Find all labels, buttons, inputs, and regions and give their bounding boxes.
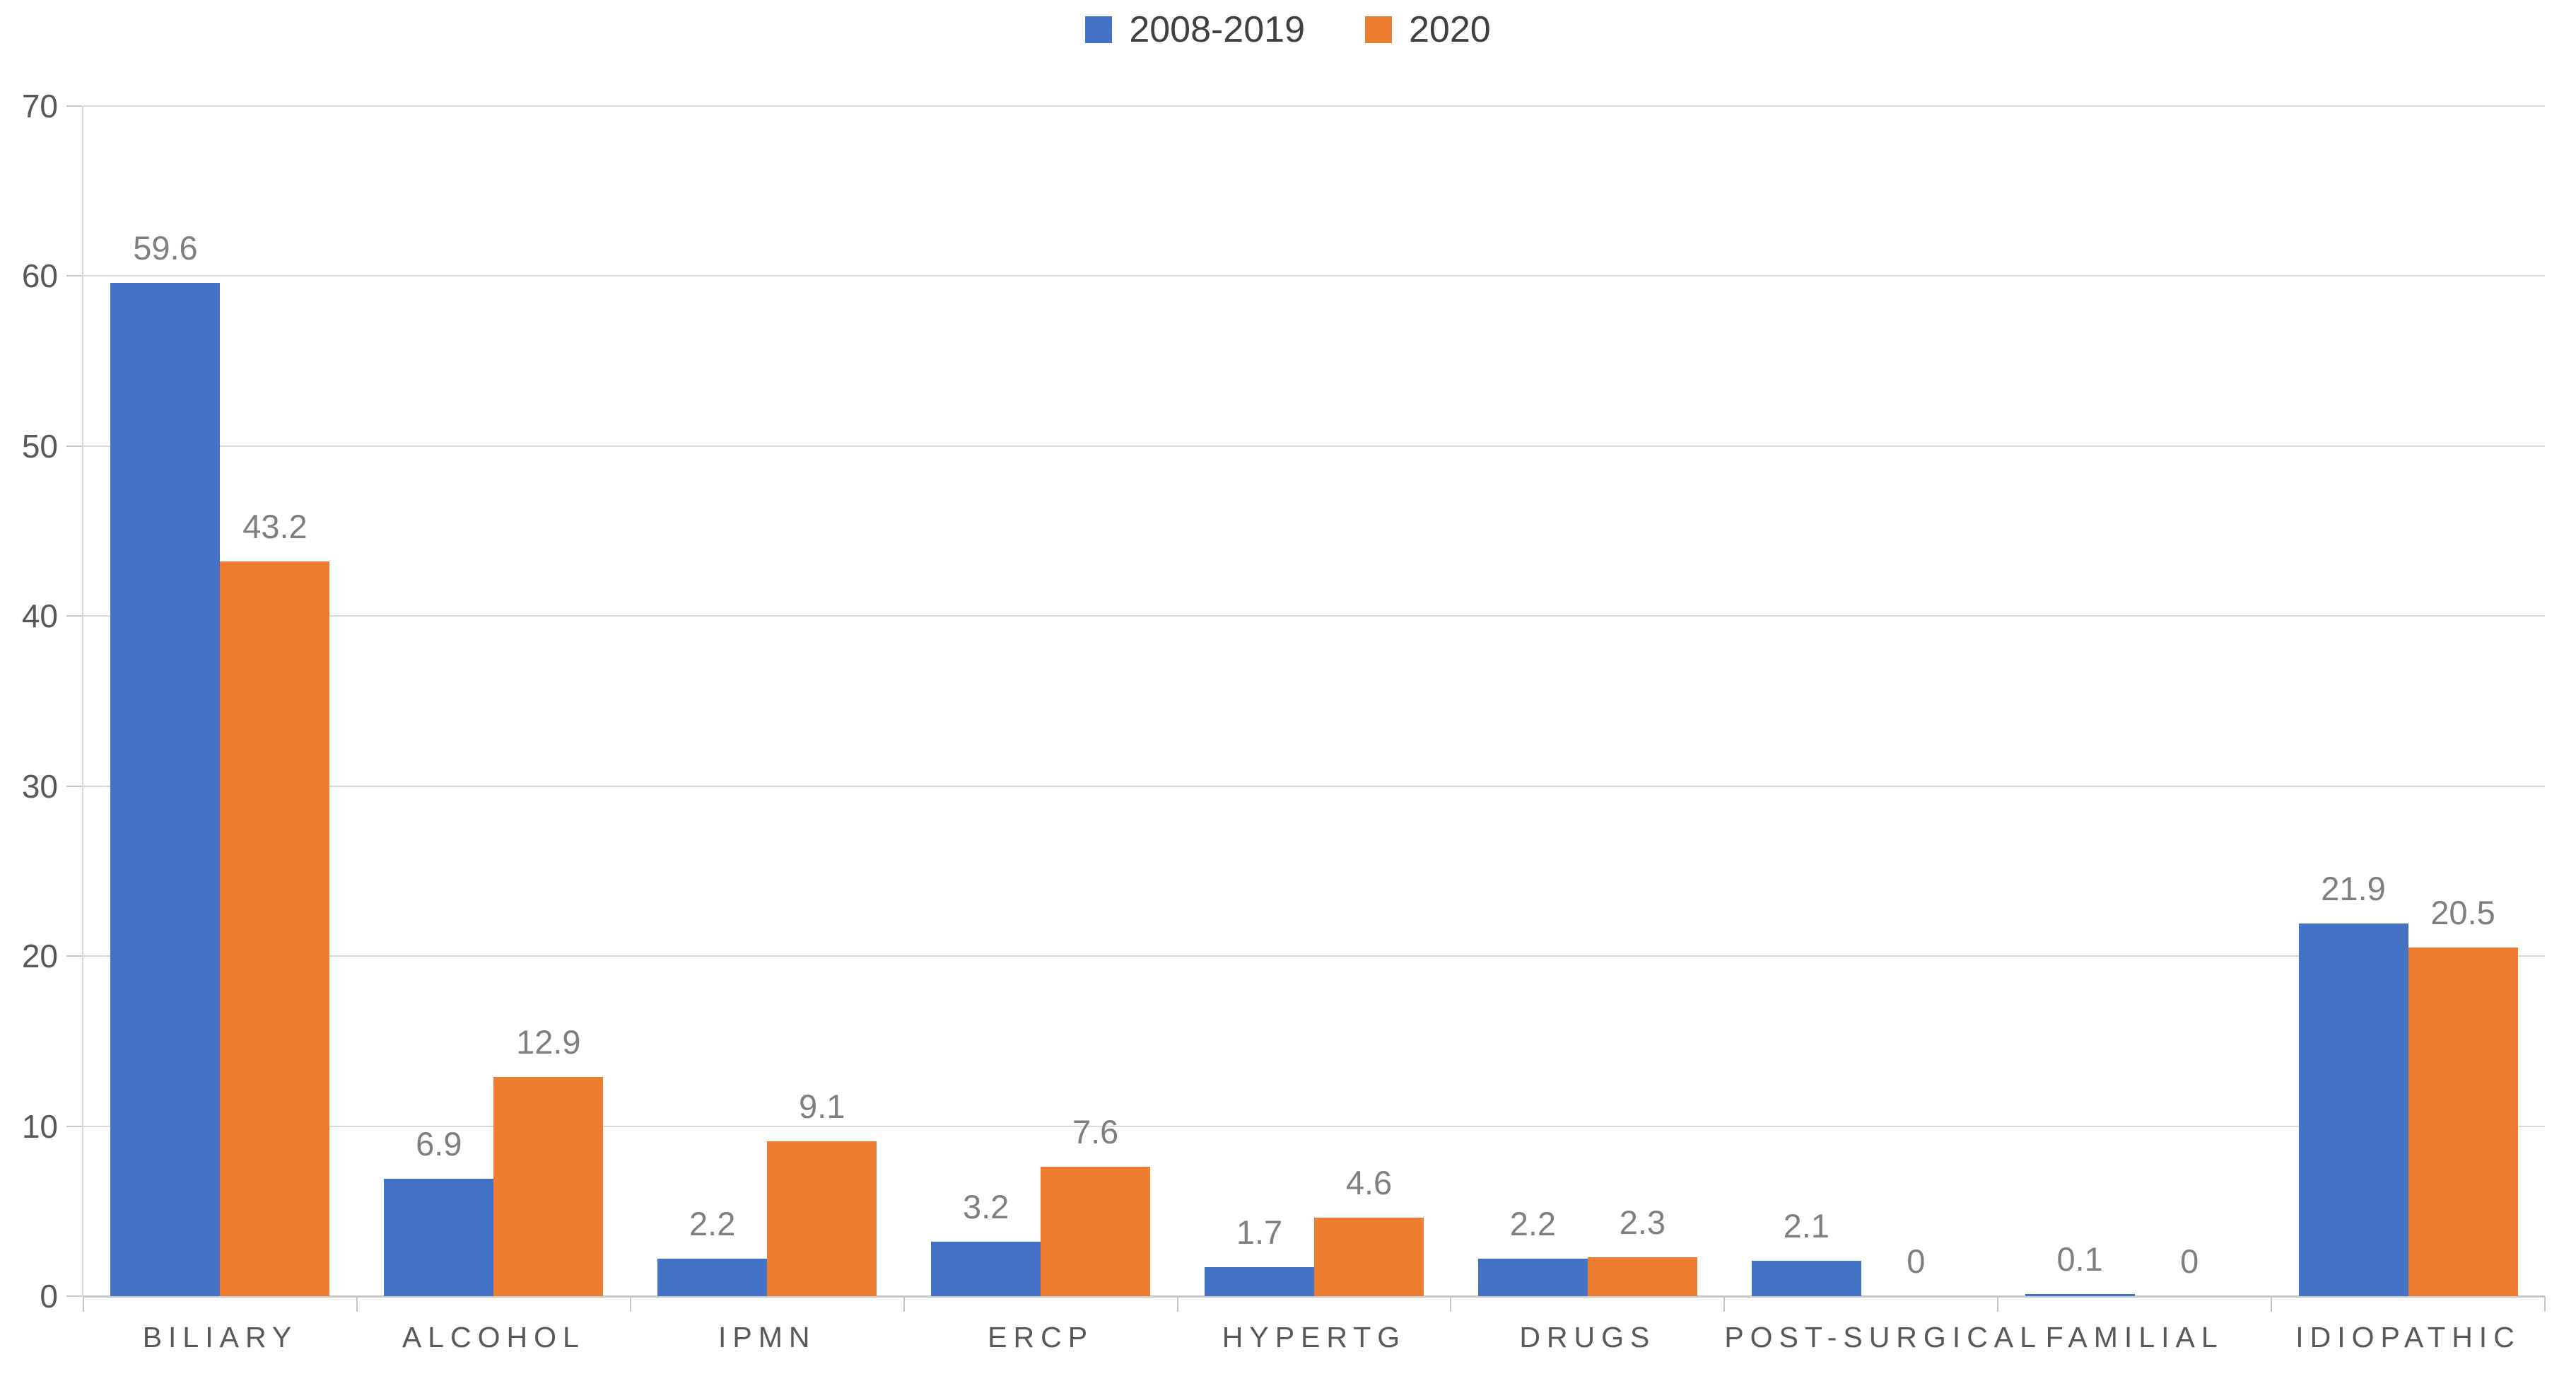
x-axis-tick [1997, 1296, 1999, 1312]
y-axis-tick [66, 1295, 82, 1297]
y-axis-tick-label: 20 [21, 938, 58, 975]
bar-idiopathic-2008-2019 [2298, 923, 2408, 1296]
chart-legend: 2008-2019 2020 [0, 8, 2576, 51]
legend-label: 2020 [1409, 9, 1491, 50]
x-axis-tick [1176, 1296, 1178, 1312]
bar-ercp-2020 [1041, 1167, 1151, 1296]
category-label-ipmn: IPMN [718, 1321, 816, 1353]
gridline [83, 955, 2545, 957]
data-label: 6.9 [416, 1125, 462, 1163]
data-label: 1.7 [1236, 1213, 1283, 1252]
bar-idiopathic-2020 [2408, 948, 2518, 1296]
gridline [83, 1125, 2545, 1127]
x-axis-tick [2544, 1296, 2546, 1312]
x-axis-tick [903, 1296, 905, 1312]
data-label: 4.6 [1345, 1164, 1393, 1202]
y-axis-tick-label: 10 [21, 1107, 58, 1145]
y-axis-tick-label: 40 [21, 598, 58, 635]
bar-familial-2008-2019 [2025, 1294, 2135, 1296]
plot-area: 59.6 43.2 6.9 12.9 2.2 9.1 3.2 7.6 1.7 4.6 2.2 2.3 2… [66, 105, 2546, 1312]
y-axis-tick-label: 50 [21, 427, 58, 465]
gridline [83, 445, 2545, 447]
category-label-biliary: BILIARY [142, 1321, 298, 1353]
bar-hypertg-2020 [1314, 1218, 1424, 1296]
bar-biliary-2008-2019 [110, 283, 221, 1296]
data-label: 9.1 [799, 1088, 845, 1126]
y-axis-tick [66, 1125, 82, 1127]
bar-hypertg-2008-2019 [1205, 1267, 1314, 1296]
x-axis-line [83, 1295, 2545, 1298]
legend-item-2020: 2020 [1365, 8, 1491, 51]
y-axis-tick-label: 30 [21, 767, 58, 805]
data-label: 2.2 [689, 1205, 736, 1243]
x-axis-tick [83, 1296, 84, 1312]
category-label-idiopathic: IDIOPATHIC [2295, 1321, 2521, 1353]
category-label-familial: FAMILIAL [2045, 1321, 2224, 1353]
category-label-ercp: ERCP [988, 1321, 1094, 1353]
x-axis-tick [2271, 1296, 2273, 1312]
y-axis-tick [66, 275, 82, 277]
data-label: 43.2 [242, 508, 308, 546]
data-label: 0 [2180, 1242, 2199, 1280]
data-label: 2.2 [1509, 1205, 1557, 1243]
bar-alcohol-2008-2019 [384, 1179, 494, 1296]
category-label-post-surgical: POST-SURGICAL [1724, 1321, 2042, 1353]
legend-swatch-icon [1085, 16, 1113, 43]
legend-swatch-icon [1365, 16, 1392, 43]
gridline [83, 105, 2545, 107]
bar-biliary-2020 [220, 561, 330, 1296]
category-label-hypertg: HYPERTG [1222, 1321, 1407, 1353]
y-axis-tick-label: 70 [21, 88, 58, 124]
y-axis-tick-label: 0 [40, 1278, 58, 1315]
y-axis-tick [66, 615, 82, 617]
legend-label: 2008-2019 [1129, 9, 1305, 50]
x-axis-tick [629, 1296, 631, 1312]
x-axis-tick [356, 1296, 358, 1312]
bar-alcohol-2020 [493, 1076, 604, 1296]
category-label-alcohol: ALCOHOL [402, 1321, 585, 1353]
data-label: 0.1 [2056, 1240, 2103, 1278]
gridline [83, 615, 2545, 617]
category-label-drugs: DRUGS [1519, 1321, 1656, 1353]
legend-item-2008-2019: 2008-2019 [1085, 8, 1305, 51]
bar-ipmn-2020 [767, 1141, 877, 1296]
bar-ipmn-2008-2019 [657, 1259, 768, 1296]
y-axis-tick [66, 105, 82, 107]
y-axis-tick [66, 785, 82, 787]
data-label: 7.6 [1072, 1113, 1119, 1151]
data-label: 3.2 [962, 1188, 1009, 1226]
data-label: 20.5 [2430, 894, 2495, 932]
data-label: 2.1 [1783, 1206, 1829, 1245]
gridline [83, 785, 2545, 787]
data-label: 12.9 [516, 1022, 581, 1061]
bar-drugs-2020 [1587, 1257, 1697, 1296]
bar-drugs-2008-2019 [1477, 1259, 1588, 1296]
data-label: 59.6 [133, 229, 198, 267]
bar-post-surgical-2008-2019 [1751, 1260, 1861, 1296]
data-label: 21.9 [2321, 870, 2386, 908]
y-axis-tick [66, 445, 82, 447]
data-label: 2.3 [1619, 1203, 1666, 1241]
y-axis-line [82, 106, 83, 1296]
gridline [83, 275, 2545, 277]
y-axis-tick [66, 955, 82, 957]
x-axis-tick [1723, 1296, 1726, 1312]
data-label: 0 [1907, 1242, 1926, 1280]
y-axis-tick-label: 60 [21, 257, 58, 295]
bar-ercp-2008-2019 [931, 1242, 1041, 1296]
x-axis-tick [1450, 1296, 1452, 1312]
